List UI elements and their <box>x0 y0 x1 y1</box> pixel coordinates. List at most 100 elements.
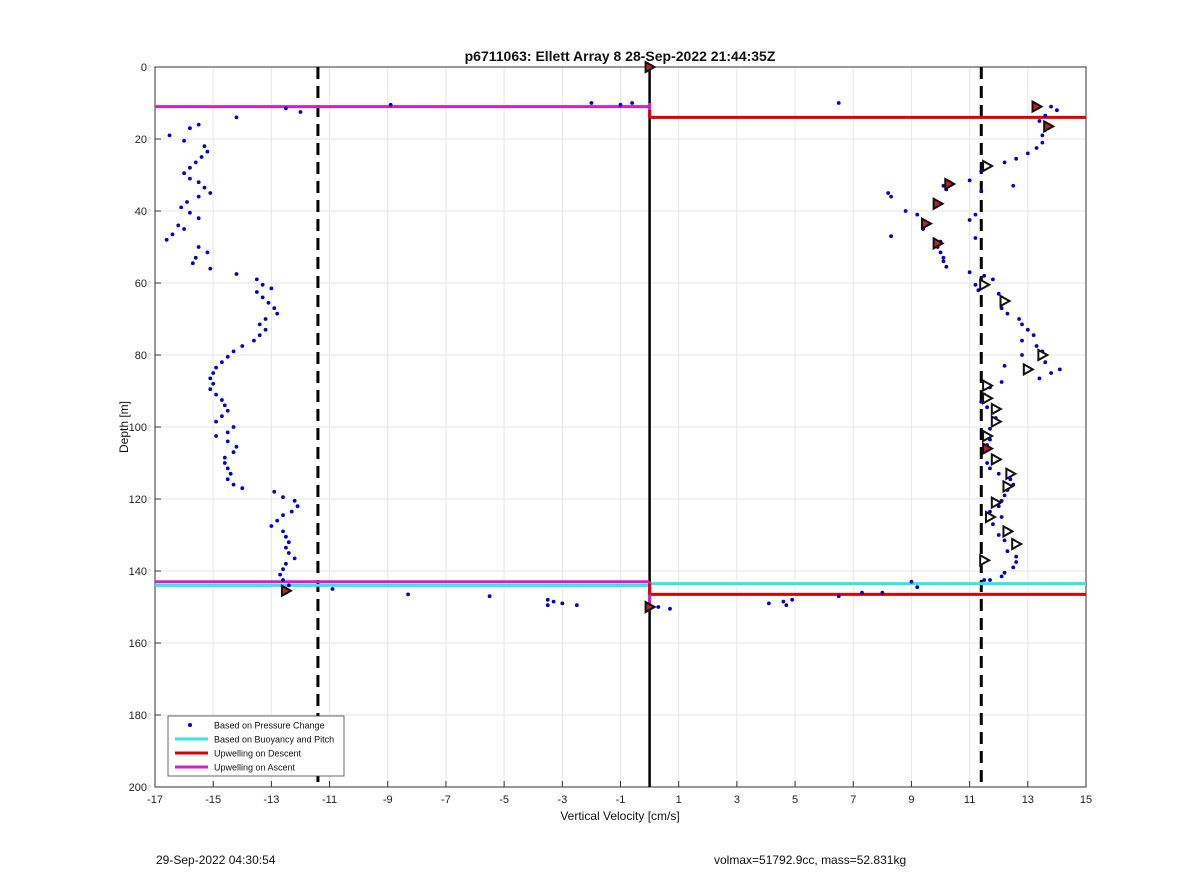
pressure-point <box>985 461 989 465</box>
open-triangle-marker <box>990 414 1003 429</box>
pressure-point <box>1011 183 1016 188</box>
x-axis-label: Vertical Velocity [cm/s] <box>560 809 679 823</box>
pressure-point <box>185 200 189 204</box>
pressure-point <box>222 455 227 460</box>
x-tick-label: -9 <box>383 794 393 806</box>
pressure-point <box>967 178 972 183</box>
y-tick-label: 140 <box>129 566 147 578</box>
x-tick-label: -1 <box>616 794 626 806</box>
pressure-point <box>988 466 992 471</box>
pressure-point <box>1005 549 1010 554</box>
pressure-point <box>231 425 236 429</box>
pressure-point <box>1020 353 1024 357</box>
legend-label: Upwelling on Ascent <box>214 763 296 773</box>
pressure-point <box>284 545 288 550</box>
pressure-point <box>766 601 771 606</box>
open-triangle-marker <box>982 378 995 393</box>
pressure-point <box>999 380 1004 384</box>
filled-triangle-marker <box>1043 119 1056 134</box>
pressure-point <box>286 540 291 545</box>
open-triangle-marker <box>979 553 992 567</box>
pressure-point <box>938 250 943 255</box>
pressure-point <box>836 594 841 599</box>
pressure-change-points <box>164 65 1062 611</box>
pressure-point <box>860 590 864 595</box>
pressure-point <box>1034 344 1039 348</box>
y-tick-label: 40 <box>135 206 147 218</box>
pressure-point <box>915 585 920 590</box>
upwelling-lines <box>155 103 1086 607</box>
open-triangle-marker <box>1037 348 1050 362</box>
pressure-point <box>589 101 594 105</box>
pressure-point <box>234 272 239 276</box>
pressure-point <box>1057 367 1062 372</box>
y-tick-label: 80 <box>135 350 147 362</box>
pressure-point <box>545 597 550 602</box>
pressure-point <box>240 486 245 491</box>
open-triangle-marker <box>999 294 1012 308</box>
pressure-point <box>292 556 297 561</box>
y-tick-label: 180 <box>129 710 147 722</box>
pressure-point <box>1037 119 1042 123</box>
pressure-point <box>1040 133 1045 138</box>
pressure-point <box>330 587 335 591</box>
pressure-point <box>982 578 987 582</box>
legend-label: Based on Pressure Change <box>214 721 325 731</box>
pressure-point <box>263 317 268 321</box>
pressure-point <box>222 461 227 465</box>
pressure-point <box>991 277 995 282</box>
pressure-point <box>225 354 230 359</box>
pressure-point <box>973 282 978 287</box>
pressure-point <box>260 295 265 300</box>
pressure-point <box>196 180 201 185</box>
pressure-point <box>208 191 213 195</box>
open-triangle-marker <box>1005 467 1018 481</box>
y-tick-label: 120 <box>129 494 147 506</box>
legend: Based on Pressure Change Based on Buoyanc… <box>167 715 345 777</box>
pressure-point <box>275 311 280 316</box>
pressure-point <box>295 504 300 509</box>
pressure-point <box>281 513 285 518</box>
pressure-point <box>668 606 672 611</box>
pressure-point <box>193 160 198 165</box>
pressure-point <box>214 392 218 397</box>
pressure-point <box>208 266 213 271</box>
pressure-point <box>784 603 789 608</box>
pressure-point <box>406 592 411 597</box>
pressure-point <box>1017 317 1021 321</box>
legend-label: Upwelling on Descent <box>214 749 302 759</box>
x-tick-label: -17 <box>147 794 163 806</box>
x-tick-label: 5 <box>792 794 798 806</box>
pressure-point <box>1005 311 1010 316</box>
pressure-point <box>208 376 213 381</box>
legend-swatch-dot <box>188 723 192 727</box>
x-tick-label: 9 <box>908 794 914 806</box>
pressure-point <box>182 138 186 143</box>
pressure-point <box>1037 376 1042 381</box>
pressure-point <box>1014 554 1019 559</box>
triangle-markers <box>280 60 1056 614</box>
pressure-point <box>188 126 192 131</box>
pressure-point <box>257 322 262 327</box>
pressure-point <box>1043 360 1048 365</box>
pressure-point <box>909 579 914 584</box>
x-tick-label: 7 <box>850 794 856 806</box>
pressure-point <box>182 171 186 176</box>
pressure-point <box>196 194 201 199</box>
pressure-point <box>205 149 210 154</box>
pressure-point <box>272 306 277 311</box>
pressure-point <box>781 599 786 604</box>
pressure-point <box>982 273 987 278</box>
pressure-point <box>836 101 841 105</box>
pressure-point <box>269 286 274 291</box>
pressure-point <box>190 261 195 266</box>
x-tick-label: 11 <box>964 794 975 806</box>
pressure-point <box>886 191 891 195</box>
pressure-point <box>1049 371 1053 375</box>
pressure-point <box>278 572 283 577</box>
pressure-point <box>1025 151 1030 156</box>
pressure-point <box>211 381 216 386</box>
pressure-point <box>263 327 268 332</box>
pressure-point <box>179 205 184 210</box>
pressure-point <box>973 236 978 240</box>
